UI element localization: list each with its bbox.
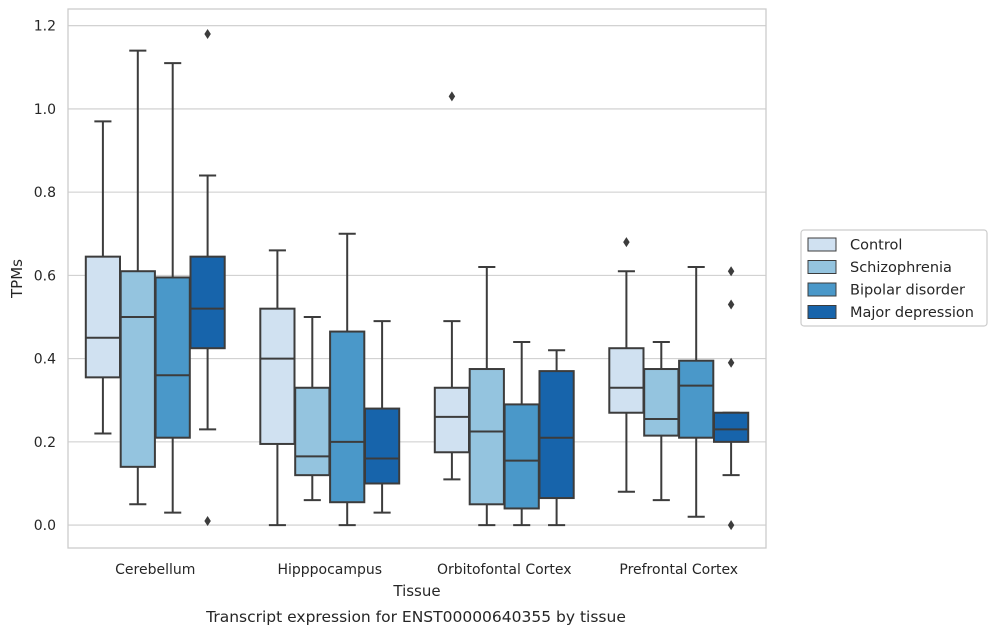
legend-label: Control xyxy=(850,238,902,254)
box-iqr xyxy=(259,307,296,445)
legend-swatch xyxy=(807,305,837,319)
box-group xyxy=(468,266,505,527)
y-tick-label: 0.0 xyxy=(34,518,56,534)
y-tick-label: 0.2 xyxy=(34,435,56,451)
x-tick-label: Orbitofontal Cortex xyxy=(437,562,572,578)
legend: Control Schizophrenia Bipolar disorder Majo… xyxy=(800,229,988,327)
y-tick-label: 1.2 xyxy=(34,19,56,35)
plot-frame xyxy=(67,8,767,549)
box-iqr xyxy=(608,347,645,414)
box-group xyxy=(503,340,540,527)
box-group xyxy=(189,28,226,526)
box-iqr xyxy=(712,411,750,443)
legend-label: Schizophrenia xyxy=(850,260,952,276)
box-group xyxy=(363,320,401,514)
x-axis-label: Tissue xyxy=(392,582,440,600)
box-iqr xyxy=(84,255,122,379)
box-group xyxy=(712,266,750,531)
figure-caption: Transcript expression for ENST0000064035… xyxy=(205,608,626,626)
outlier-marker xyxy=(623,237,630,248)
box-iqr xyxy=(189,255,226,350)
outlier-marker xyxy=(204,28,211,39)
y-axis-label: TPMs xyxy=(8,259,26,299)
box-iqr xyxy=(468,368,505,506)
box-group xyxy=(119,49,156,506)
x-tick-label: Hipppocampus xyxy=(277,562,382,578)
box-iqr xyxy=(294,386,331,477)
legend-label: Bipolar disorder xyxy=(850,283,965,299)
box-group xyxy=(259,249,296,527)
box-iqr xyxy=(154,276,191,439)
outlier-marker xyxy=(727,266,735,277)
y-tick-label: 0.4 xyxy=(34,352,56,368)
box-iqr xyxy=(119,270,156,468)
box-group xyxy=(154,62,191,514)
y-tick-label: 0.6 xyxy=(34,268,56,284)
legend-frame xyxy=(800,229,988,327)
legend-swatch xyxy=(807,237,837,252)
box-marks xyxy=(84,28,750,531)
box-group xyxy=(294,316,331,502)
box-iqr xyxy=(329,330,366,504)
outlier-marker xyxy=(727,357,735,368)
outlier-marker xyxy=(727,299,735,310)
outlier-marker xyxy=(204,515,211,526)
box-group xyxy=(84,120,122,435)
box-group xyxy=(329,232,366,527)
x-tick-label: Cerebellum xyxy=(115,562,195,578)
box-group xyxy=(538,349,575,527)
y-tick-labels: 0.0 0.2 0.4 0.6 0.8 1.0 1.2 xyxy=(34,19,56,534)
legend-label: Major depression xyxy=(850,305,974,321)
outlier-marker xyxy=(727,520,735,531)
y-tick-label: 1.0 xyxy=(34,102,56,118)
box-iqr xyxy=(678,359,715,439)
outlier-marker xyxy=(448,91,456,102)
box-group xyxy=(433,91,471,481)
x-tick-labels: Cerebellum Hipppocampus Orbitofontal Corte… xyxy=(115,562,738,578)
y-tick-label: 0.8 xyxy=(34,185,56,201)
box-iqr xyxy=(503,403,540,510)
x-tick-label: Prefrontal Cortex xyxy=(619,562,738,578)
box-iqr xyxy=(363,407,401,485)
box-iqr xyxy=(538,370,575,500)
legend-swatch xyxy=(807,282,837,297)
legend-swatch xyxy=(807,260,837,274)
box-iqr xyxy=(643,368,680,437)
box-group xyxy=(678,266,715,518)
box-group xyxy=(643,340,680,502)
box-iqr xyxy=(433,386,471,454)
